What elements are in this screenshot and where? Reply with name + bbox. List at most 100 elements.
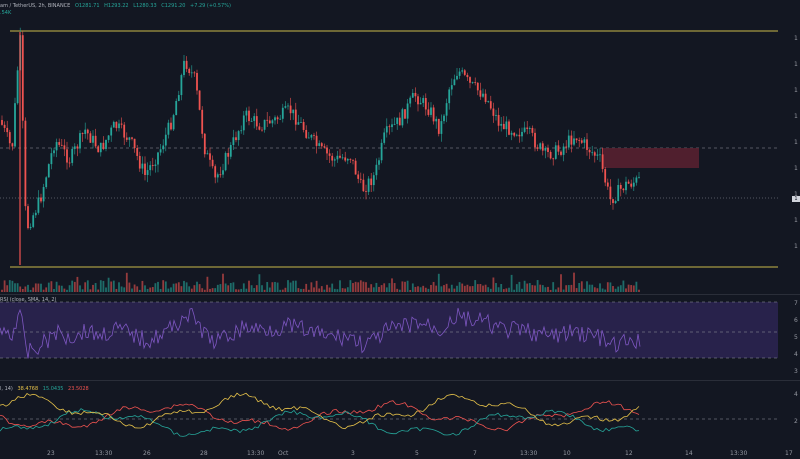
candle-body: [261, 129, 263, 131]
volume-bar: [406, 280, 409, 292]
volume-bar: [58, 285, 61, 292]
candle-body: [333, 159, 336, 161]
ohlc-change: +7.29 (+0.57%): [190, 3, 231, 9]
price-axis-label: 1: [794, 165, 798, 172]
volume-bar: [599, 283, 601, 292]
volume-bar: [419, 287, 422, 292]
volume-bar: [222, 273, 224, 292]
volume-bar: [86, 280, 89, 292]
volume-bar: [404, 281, 406, 292]
volume-bar: [167, 288, 170, 292]
candle-body: [47, 164, 50, 178]
volume-bar: [84, 282, 87, 292]
candle-body: [177, 95, 180, 102]
volume-bar: [8, 280, 11, 292]
volume-bar: [552, 282, 555, 292]
candle-body: [552, 158, 555, 160]
volume-bar: [513, 289, 516, 292]
time-axis-label: 28: [200, 450, 208, 457]
candle-body: [500, 123, 503, 126]
candle-body: [489, 101, 492, 109]
rsi-legend[interactable]: RSI (close, SMA, 14, 2): [0, 297, 57, 303]
candle-body: [107, 135, 110, 140]
candle-body: [328, 153, 331, 156]
candle-body: [599, 154, 601, 156]
volume-bar: [388, 283, 391, 292]
volume-bar: [24, 286, 27, 292]
volume-bar: [357, 282, 360, 292]
time-axis-label: 10: [563, 450, 571, 457]
candle-body: [196, 72, 198, 91]
volume-bar: [588, 284, 591, 292]
candle-body: [567, 135, 570, 148]
volume-bar: [547, 286, 549, 292]
volume-bar: [619, 285, 622, 292]
candle-body: [435, 118, 438, 122]
volume-bar: [102, 280, 105, 292]
volume-bar: [105, 287, 107, 292]
candle-body: [279, 118, 282, 120]
volume-bar: [570, 284, 573, 292]
candle-body: [84, 129, 87, 134]
volume-bar: [141, 280, 144, 292]
candle-body: [266, 119, 269, 121]
candle-body: [81, 133, 84, 134]
pane-divider[interactable]: [0, 380, 800, 381]
candle-body: [99, 142, 102, 153]
supply-zone: [602, 148, 699, 168]
candle-body: [76, 146, 79, 149]
symbol-title[interactable]: am / TetherUS, 2h, BINANCE: [0, 3, 71, 9]
candle-body: [55, 142, 58, 151]
volume-bar: [528, 283, 531, 292]
candle-body: [245, 110, 248, 116]
candle-body: [102, 142, 105, 149]
volume-bar: [380, 285, 383, 292]
candle-body: [32, 215, 35, 227]
candle-body: [404, 109, 406, 119]
candle-body: [214, 166, 217, 178]
candle-body: [229, 144, 232, 157]
time-axis-label: 12: [625, 450, 633, 457]
pane-divider[interactable]: [0, 294, 800, 295]
volume-bar: [37, 283, 40, 292]
candle-body: [97, 146, 100, 153]
candle-body: [440, 121, 443, 134]
candle-body: [456, 75, 458, 80]
candle-body: [63, 145, 66, 150]
candle-body: [445, 103, 448, 116]
dmi-legend[interactable]: l, 14) 38.4768 15.0435 23.5028: [0, 386, 92, 392]
volume-bar: [479, 284, 482, 292]
dmi-pane[interactable]: 4 2 23 13:30 26 28 13:30 Oct 3 5 7 13:30 10 12 14 13:30…: [0, 381, 800, 459]
candle-body: [432, 107, 435, 122]
candle-body: [115, 121, 118, 129]
volume-bar: [60, 285, 63, 292]
candle-body: [281, 107, 284, 119]
candle-body: [144, 163, 146, 175]
candle-body: [627, 181, 630, 184]
time-axis-label: 7: [473, 450, 477, 457]
candle-body: [635, 177, 638, 183]
volume-bar: [164, 281, 167, 292]
candle-body: [359, 178, 362, 180]
candle-body: [209, 153, 211, 160]
candle-body: [157, 152, 159, 165]
price-axis-label: 1: [794, 217, 798, 224]
volume-bar: [575, 288, 578, 292]
candle-body: [362, 179, 365, 192]
volume-bar: [292, 280, 295, 292]
candle-body: [593, 152, 596, 156]
rsi-pane[interactable]: 7 6 5 4 3: [0, 295, 800, 380]
volume-bar: [203, 289, 206, 292]
candle-body: [300, 122, 302, 123]
volume-bar: [609, 282, 612, 292]
volume-bar: [198, 284, 201, 292]
candle-body: [162, 145, 165, 150]
candle-body: [430, 107, 432, 115]
candle-body: [14, 103, 16, 147]
candle-body: [396, 117, 399, 124]
volume-bar: [531, 285, 534, 292]
volume-bar: [133, 284, 136, 292]
volume-bar: [16, 283, 19, 292]
